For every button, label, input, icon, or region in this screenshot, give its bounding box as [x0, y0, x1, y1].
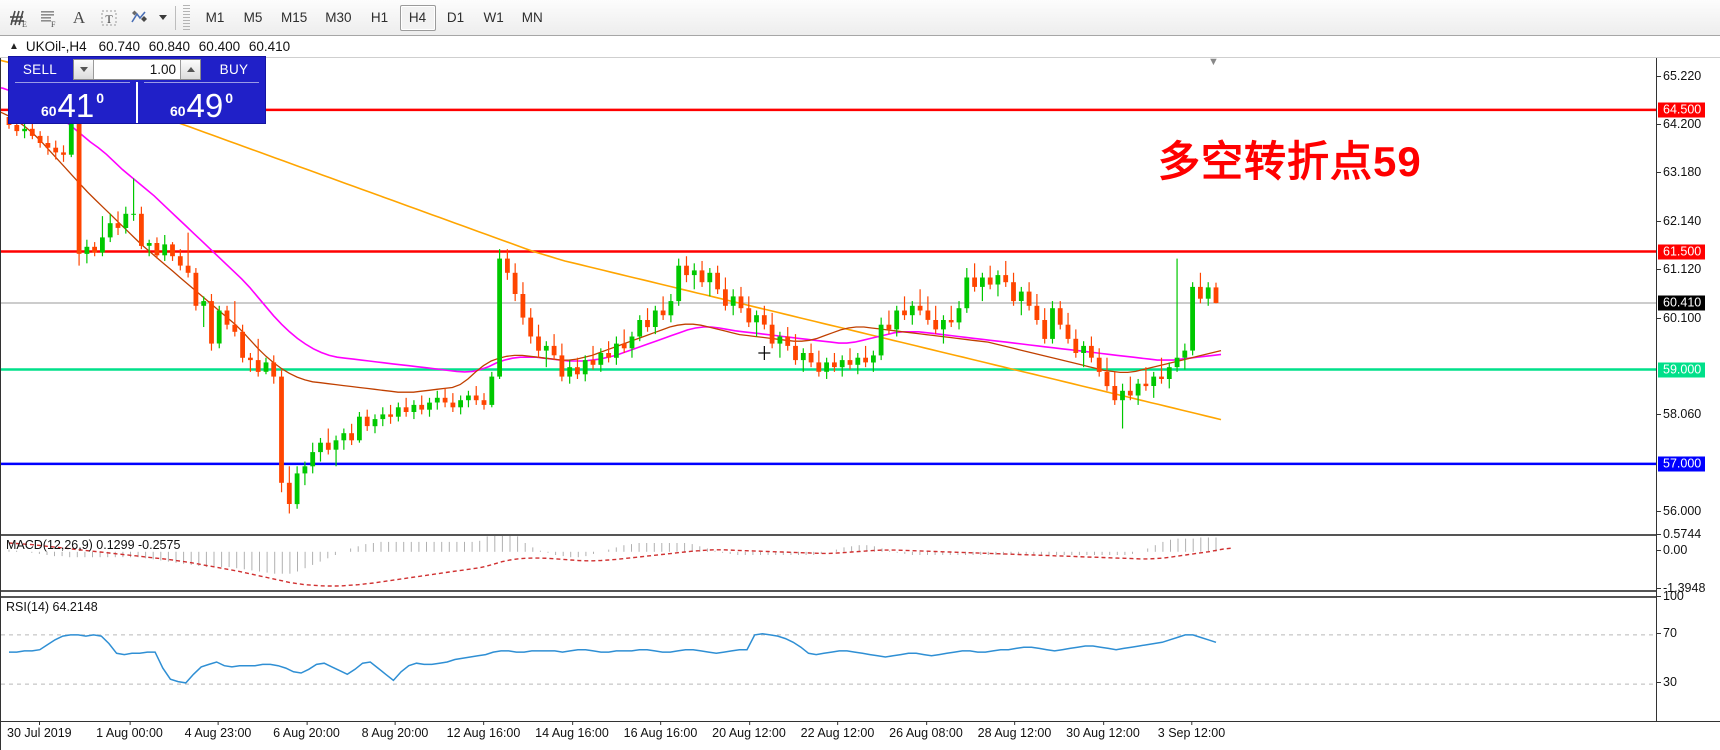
time-axis-tick: 4 Aug 23:00	[184, 721, 252, 740]
timeframe-button-mn[interactable]: MN	[521, 10, 543, 25]
objects-dropdown-icon[interactable]	[154, 3, 170, 33]
macd-pane[interactable]: MACD(12,26,9) 0.1299 -0.2575	[1, 534, 1656, 592]
chevron-down-icon	[79, 67, 88, 72]
text-tool-icon[interactable]: A	[72, 7, 86, 27]
time-axis-tick: 14 Aug 16:00	[535, 721, 609, 740]
timeframe-button-m30[interactable]: M30	[325, 10, 352, 25]
rsi-axis-tick: 30	[1657, 675, 1677, 689]
macd-axis-tick: -1.3948	[1657, 581, 1705, 595]
volume-increment-button[interactable]	[180, 60, 200, 79]
rsi-axis-tick: 70	[1657, 626, 1677, 640]
svg-text:E: E	[22, 20, 27, 28]
text-label-icon[interactable]: T	[94, 3, 124, 33]
price-axis-tick: 63.180	[1657, 165, 1701, 179]
buy-price-main: 49	[186, 87, 224, 124]
price-level-label[interactable]: 59.000	[1658, 362, 1706, 378]
time-axis[interactable]: 30 Jul 2019 1 Aug 00:00 4 Aug 23:00 6 Aug 2…	[1, 721, 1720, 750]
timeframe-button-m5[interactable]: M5	[243, 10, 263, 25]
rsi-pane[interactable]: RSI(14) 64.2148	[1, 596, 1656, 721]
price-axis-tick: 58.060	[1657, 407, 1701, 421]
volume-decrement-button[interactable]	[74, 60, 94, 79]
rsi-chart	[1, 632, 1656, 685]
sell-price-main: 41	[57, 87, 95, 124]
ohlc-low: 60.400	[198, 39, 241, 54]
ohlc-close: 60.410	[248, 39, 291, 54]
chart-top-marker-icon: ▼	[1208, 58, 1219, 68]
price-axis-tick: 56.000	[1657, 504, 1701, 518]
time-axis-tick: 8 Aug 20:00	[361, 721, 429, 740]
macd-chart	[8, 536, 1232, 587]
price-axis-tick: 62.140	[1657, 214, 1701, 228]
time-axis-tick: 30 Aug 12:00	[1066, 721, 1140, 740]
one-click-trading-panel[interactable]: SELL 1.00 BUY 60 41 0 60 49 0	[8, 56, 266, 124]
toolbar-separator	[175, 5, 176, 30]
price-level-label[interactable]: 61.500	[1658, 244, 1706, 260]
sell-price-display[interactable]: 60 41 0	[9, 82, 136, 123]
indicators-icon[interactable]: E	[4, 3, 34, 33]
trade-panel-top-row: SELL 1.00 BUY	[9, 57, 265, 82]
buy-button[interactable]: BUY	[219, 62, 249, 77]
toolbar-grip[interactable]	[183, 4, 190, 31]
buy-price-prefix: 60	[169, 103, 186, 119]
price-axis-tick: 65.220	[1657, 69, 1701, 83]
price-axis-tick: 60.100	[1657, 311, 1701, 325]
trade-panel-prices: 60 41 0 60 49 0	[9, 82, 265, 123]
candlestick-chart[interactable]	[1, 58, 1656, 530]
sell-price-prefix: 60	[40, 103, 57, 119]
ohlc-open: 60.740	[98, 39, 140, 54]
rsi-label: RSI(14) 64.2148	[6, 600, 98, 614]
objects-icon[interactable]	[124, 3, 154, 33]
time-axis-tick: 20 Aug 12:00	[712, 721, 786, 740]
time-axis-tick: 3 Sep 12:00	[1157, 721, 1226, 740]
buy-price-display[interactable]: 60 49 0	[136, 82, 265, 123]
price-axis-tick: 61.120	[1657, 262, 1701, 276]
chevron-up-icon	[186, 67, 195, 72]
buy-price-fraction: 0	[225, 90, 234, 106]
price-pane[interactable]: ▼	[1, 58, 1656, 530]
timeframe-button-w1[interactable]: W1	[483, 10, 504, 25]
macd-axis-tick: 0.5744	[1657, 527, 1701, 541]
svg-text:F: F	[51, 20, 56, 28]
timeframe-button-d1[interactable]: D1	[446, 10, 465, 25]
timeframe-button-m15[interactable]: M15	[281, 10, 308, 25]
timeframe-button-h1[interactable]: H1	[370, 10, 389, 25]
time-axis-tick: 28 Aug 12:00	[977, 721, 1052, 740]
sell-button[interactable]: SELL	[22, 62, 58, 77]
time-axis-tick: 16 Aug 16:00	[623, 721, 698, 740]
timeframe-button-m1[interactable]: M1	[205, 10, 225, 25]
price-axis-tick: 64.200	[1657, 117, 1701, 131]
price-level-label[interactable]: 57.000	[1658, 456, 1706, 472]
symbol-bar: ▲ UKOil-,H4 60.740 60.840 60.400 60.410	[0, 36, 1720, 58]
chart-annotation-text: 多空转折点59	[1158, 138, 1422, 185]
time-axis-tick: 30 Jul 2019	[7, 721, 72, 740]
price-level-label[interactable]: 60.410	[1658, 295, 1706, 311]
templates-icon[interactable]: F	[34, 3, 64, 33]
sell-price-fraction: 0	[96, 90, 105, 106]
ohlc-high: 60.840	[148, 39, 191, 54]
time-axis-tick: 1 Aug 00:00	[96, 721, 163, 740]
time-axis-tick: 26 Aug 08:00	[889, 721, 963, 740]
price-axis[interactable]: 65.220 64.200 63.180 62.140 61.120 60.100 58.0…	[1656, 58, 1720, 721]
time-axis-tick: 12 Aug 16:00	[446, 721, 521, 740]
volume-input[interactable]: 1.00	[149, 62, 176, 77]
main-toolbar: E F A T	[0, 0, 1720, 36]
time-axis-tick: 6 Aug 20:00	[273, 721, 340, 740]
collapse-arrow-icon[interactable]: ▲	[9, 41, 19, 52]
macd-label: MACD(12,26,9) 0.1299 -0.2575	[6, 538, 181, 552]
rsi-axis-tick: 100	[1657, 589, 1684, 603]
symbol-label: UKOil-,H4	[25, 39, 87, 54]
chart-frame[interactable]: ▼ MACD(12,26,9) 0.1299 -0.2575 RSI(14) 6…	[0, 58, 1720, 750]
ohlc-values: 60.740 60.840 60.400 60.410	[99, 39, 295, 54]
volume-stepper[interactable]: 1.00	[73, 59, 201, 80]
svg-text:T: T	[105, 12, 113, 26]
price-level-label[interactable]: 64.500	[1658, 102, 1706, 118]
timeframe-button-h4[interactable]: H4	[399, 4, 436, 31]
macd-axis-tick: 0.00	[1657, 543, 1687, 557]
time-axis-tick: 22 Aug 12:00	[800, 721, 875, 740]
